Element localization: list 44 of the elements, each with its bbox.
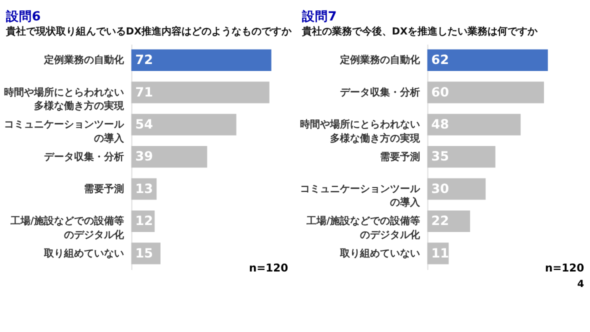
bar [131,114,236,136]
y-tick-label: 時間や場所にとらわれない多様な働き方の実現 [4,86,125,112]
y-tick-label: 需要予測 [380,150,420,163]
bar [427,114,521,136]
data-label: 30 [431,182,450,197]
y-tick-label: 取り組めていない [338,247,420,260]
y-tick-label: 需要予測 [84,182,124,195]
data-label: 12 [135,214,153,230]
bar [131,146,208,168]
y-tick-label: データ収集・分析 [44,150,124,163]
data-label: 54 [135,118,154,133]
data-label: 60 [431,85,450,100]
y-tick-label: コミュニケーションツールの導入 [300,184,421,209]
y-tick-label: 定例業務の自動化 [338,54,421,66]
bar [427,49,548,71]
data-label: 62 [431,53,449,68]
y-tick-label: 定例業務の自動化 [42,54,125,66]
text: 4 [577,279,584,290]
bar [427,146,496,168]
data-label: 39 [135,150,154,165]
y-tick-label: 時間や場所にとらわれない多様な働き方の実現 [300,118,421,144]
data-label: 13 [135,182,153,197]
data-label: 11 [431,246,449,262]
data-label: 35 [431,150,449,165]
data-label: 72 [135,53,153,68]
bar [131,49,272,71]
y-tick-label: 工場/施設などでの設備等のデジタル化 [9,215,125,241]
y-tick-label: 取り組めていない [42,247,124,260]
chart-subtitle: 貴社の業務で今後、DXを推進したい業務は何ですか [300,25,539,38]
text: 設問7 [300,8,337,25]
chart-subtitle: 貴社で現状取り組んでいるDX推進内容はどのようなものですか [4,25,293,38]
y-tick-label: 工場/施設などでの設備等のデジタル化 [305,215,421,241]
data-label: 22 [431,214,449,230]
text: 設問6 [4,8,41,25]
annotation: n=120 [248,261,288,274]
data-label: 71 [135,85,153,100]
data-label: 15 [135,246,153,262]
y-tick-label: コミュニケーションツールの導入 [4,120,125,144]
bar [427,82,544,104]
data-label: 48 [431,118,450,133]
bar [427,178,486,200]
y-tick-label: データ収集・分析 [340,86,420,98]
annotation: n=120 [544,261,584,274]
bar [131,82,270,104]
